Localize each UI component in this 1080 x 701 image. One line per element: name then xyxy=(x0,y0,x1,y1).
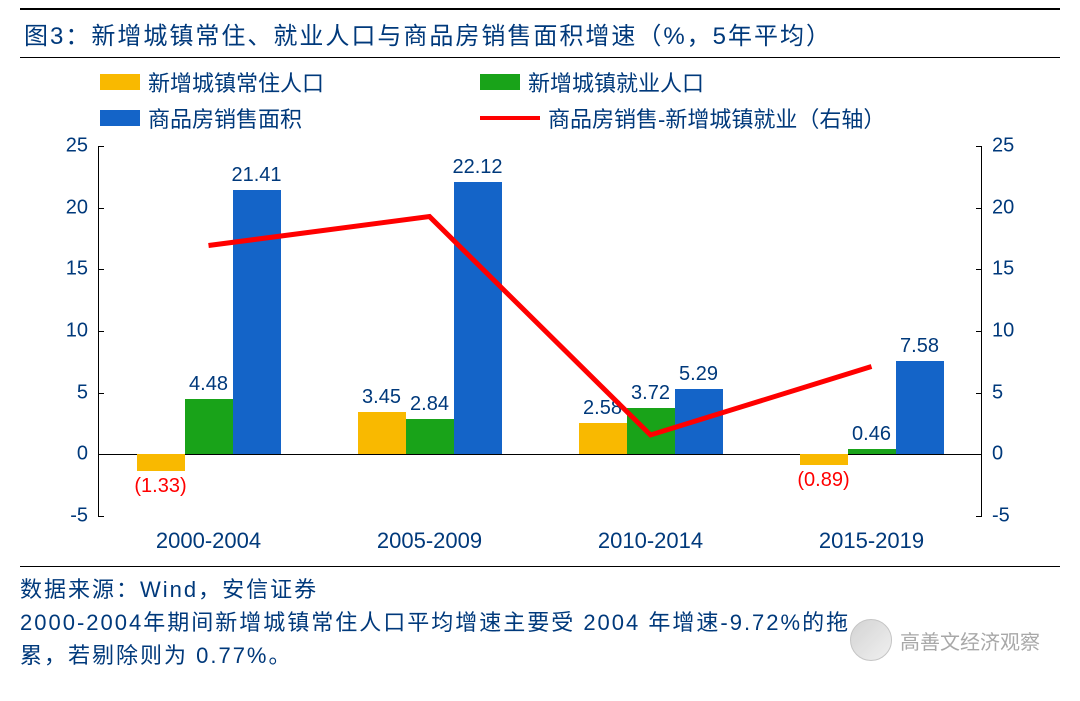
data-source: 数据来源：Wind，安信证券 xyxy=(20,573,1060,606)
swatch-resident xyxy=(100,74,140,90)
legend-label: 新增城镇就业人口 xyxy=(528,66,704,98)
chart-title: 图3：新增城镇常住、就业人口与商品房销售面积增速（%，5年平均） xyxy=(20,8,1060,58)
swatch-employment xyxy=(480,74,520,90)
legend-item-employment: 新增城镇就业人口 xyxy=(480,66,960,98)
swatch-diff xyxy=(480,116,540,120)
swatch-sales xyxy=(100,110,140,126)
legend-label: 新增城镇常住人口 xyxy=(148,66,324,98)
line-series-svg xyxy=(40,136,1040,566)
legend-label: 商品房销售-新增城镇就业（右轴） xyxy=(548,102,885,134)
watermark-icon xyxy=(850,619,892,661)
legend-item-resident: 新增城镇常住人口 xyxy=(100,66,480,98)
watermark-text: 高善文经济观察 xyxy=(900,626,1040,655)
legend-item-diff: 商品房销售-新增城镇就业（右轴） xyxy=(480,102,960,134)
line-diff-right-axis xyxy=(209,217,872,435)
watermark: 高善文经济观察 xyxy=(850,619,1040,661)
legend: 新增城镇常住人口 新增城镇就业人口 商品房销售面积 商品房销售-新增城镇就业（右… xyxy=(20,58,1060,136)
legend-label: 商品房销售面积 xyxy=(148,102,302,134)
legend-item-sales: 商品房销售面积 xyxy=(100,102,480,134)
chart-area: -50510152025-505101520252000-2004(1.33)4… xyxy=(40,136,1040,566)
